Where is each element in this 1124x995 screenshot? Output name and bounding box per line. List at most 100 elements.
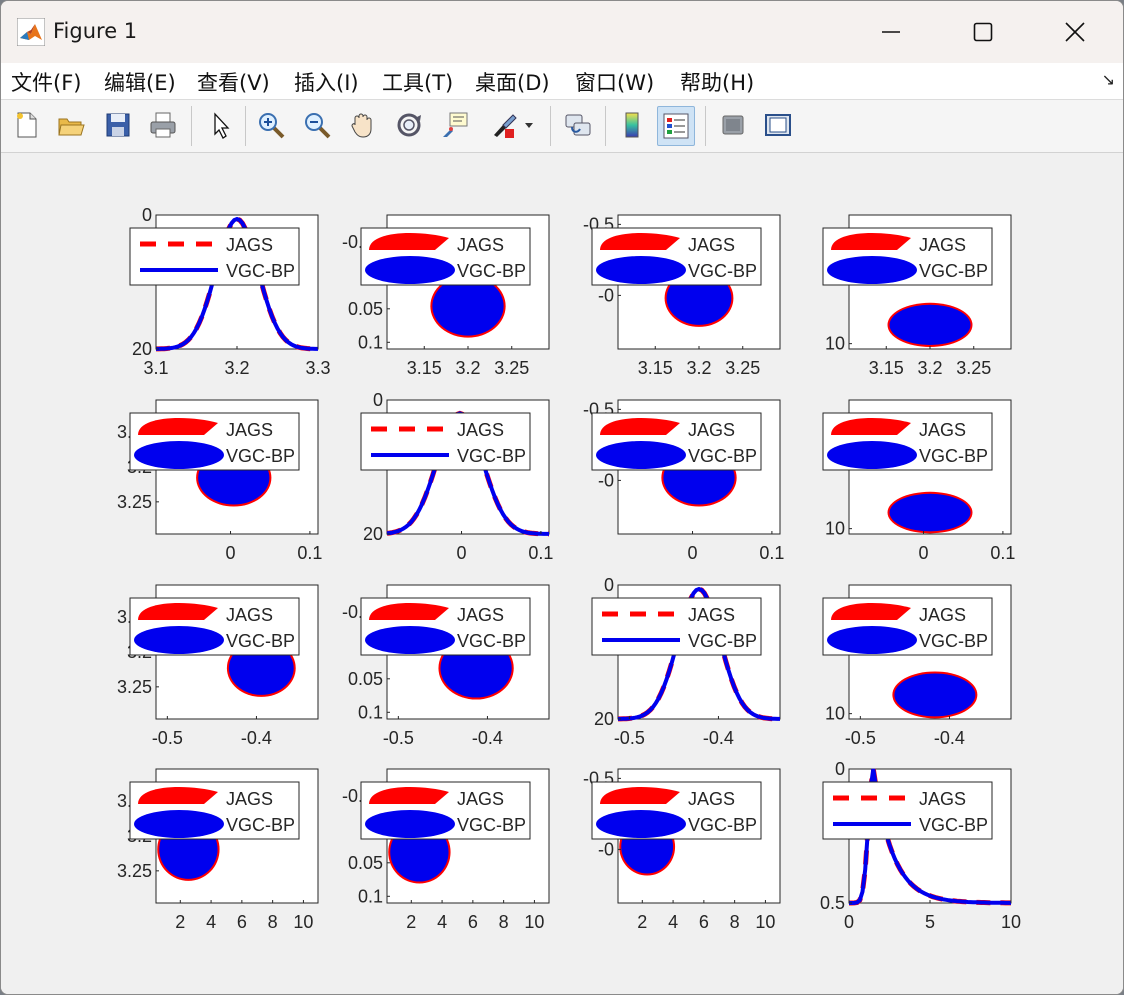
hide-plot-tools-icon [722,115,744,135]
legend-jags-marker [369,603,449,620]
legend[interactable]: JAGS VGC-BP [591,597,762,656]
legend-vgc-bp-marker [134,626,224,654]
legend[interactable]: JAGS VGC-BP [129,781,300,840]
x-tick-label: 2 [637,912,647,932]
x-tick-label: 3.15 [407,358,442,378]
menu-tools[interactable]: 工具(T) [382,71,454,95]
legend[interactable]: JAGS VGC-BP [822,597,993,656]
legend-button[interactable] [657,106,695,146]
legend-label-vgc-bp: VGC-BP [226,446,295,466]
x-tick-label: -0.5 [383,728,414,748]
dock-arrow-icon[interactable]: ↘ [1101,70,1115,89]
colorbar-button[interactable] [614,106,650,144]
x-tick-label: 4 [437,912,447,932]
menu-file[interactable]: 文件(F) [11,71,82,95]
legend-icon [663,113,689,139]
legend[interactable]: JAGS VGC-BP [360,227,531,286]
legend-label-jags: JAGS [919,789,966,809]
save-button[interactable] [100,106,136,144]
brush-button[interactable] [485,106,539,144]
legend[interactable]: JAGS VGC-BP [129,227,300,286]
x-tick-label: 3.2 [455,358,480,378]
minimize-button[interactable] [845,1,937,63]
x-tick-label: 0.1 [297,543,322,563]
x-tick-label: 3.25 [725,358,760,378]
series-vgc-bp-line [618,586,780,721]
pan-hand-icon [351,113,372,138]
legend[interactable]: JAGS VGC-BP [129,597,300,656]
legend-vgc-bp-marker [827,256,917,284]
legend[interactable]: JAGS VGC-BP [822,227,993,286]
menu-edit[interactable]: 编辑(E) [104,71,176,95]
menu-view[interactable]: 查看(V) [197,71,270,95]
save-icon [106,113,130,137]
close-button[interactable] [1029,1,1121,63]
link-plot-button[interactable] [560,106,596,144]
y-tick-label: 20 [132,339,152,359]
pan-button[interactable] [345,106,381,144]
x-tick-label: 3.2 [224,358,249,378]
window-title: Figure 1 [53,19,138,43]
rotate-3d-icon [397,113,421,137]
x-tick-label: 8 [730,912,740,932]
menu-insert[interactable]: 插入(I) [294,71,359,95]
title-bar[interactable]: Figure 1 [1,1,1123,63]
legend[interactable]: JAGS VGC-BP [822,781,993,840]
legend[interactable]: JAGS VGC-BP [360,781,531,840]
menu-help[interactable]: 帮助(H) [680,71,755,95]
x-tick-label: -0.5 [845,728,876,748]
legend-jags-marker [138,418,218,435]
legend[interactable]: JAGS VGC-BP [360,412,531,471]
x-tick-label: 3.2 [686,358,711,378]
x-tick-label: 0.1 [528,543,553,563]
new-figure-button[interactable] [9,106,45,144]
legend-label-vgc-bp: VGC-BP [457,815,526,835]
legend-label-jags: JAGS [457,235,504,255]
legend[interactable]: JAGS VGC-BP [360,597,531,656]
open-file-button[interactable] [53,106,89,144]
legend-jags-marker [369,233,449,250]
y-tick-label: -0 [598,839,614,859]
legend-vgc-bp-marker [596,256,686,284]
print-button[interactable] [145,106,181,144]
legend[interactable]: JAGS VGC-BP [129,412,300,471]
x-tick-label: -0.4 [241,728,272,748]
x-tick-label: 0 [919,543,929,563]
series-vgc-bp-points [894,673,976,717]
legend-label-vgc-bp: VGC-BP [919,261,988,281]
legend[interactable]: JAGS VGC-BP [591,227,762,286]
legend-jags-marker [138,603,218,620]
y-tick-label: 0.5 [820,893,845,913]
legend-label-jags: JAGS [688,789,735,809]
maximize-button[interactable] [937,1,1029,63]
zoom-out-icon [305,113,331,139]
legend-label-jags: JAGS [226,789,273,809]
menu-desktop[interactable]: 桌面(D) [475,71,550,95]
legend[interactable]: JAGS VGC-BP [591,781,762,840]
edit-pointer-button[interactable] [202,106,238,144]
rotate-3d-button[interactable] [391,106,427,144]
zoom-out-button[interactable] [299,106,335,144]
x-tick-label: 3.3 [305,358,330,378]
series-vgc-bp-points [889,304,971,345]
legend-vgc-bp-marker [827,626,917,654]
legend-label-jags: JAGS [688,235,735,255]
y-tick-label: 20 [594,709,614,729]
y-tick-label: 10 [825,519,845,539]
x-tick-label: 0 [226,543,236,563]
data-cursor-button[interactable] [437,106,473,144]
x-tick-label: 6 [699,912,709,932]
legend[interactable]: JAGS VGC-BP [822,412,993,471]
hide-plot-tools-button[interactable] [715,106,751,144]
zoom-in-button[interactable] [253,106,289,144]
menu-window[interactable]: 窗口(W) [575,71,655,95]
legend[interactable]: JAGS VGC-BP [591,412,762,471]
show-plot-tools-button[interactable] [760,106,796,144]
legend-label-vgc-bp: VGC-BP [457,446,526,466]
x-tick-label: 10 [293,912,313,932]
